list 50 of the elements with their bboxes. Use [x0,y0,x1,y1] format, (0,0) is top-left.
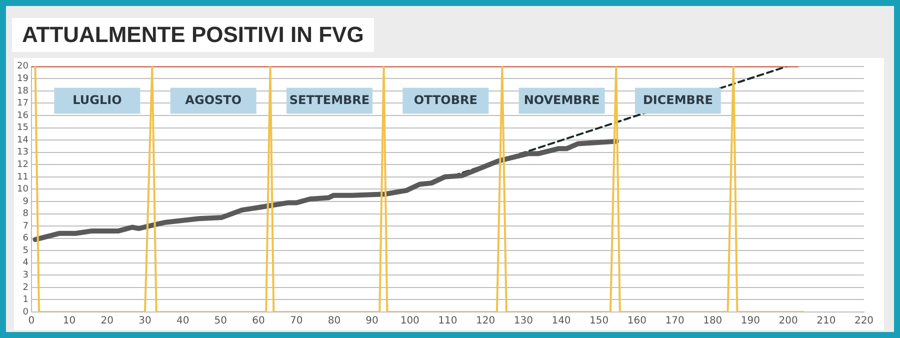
annotation: NOVEMBRE [524,92,600,107]
x-tick-label: 190 [740,316,760,327]
x-tick-label: 90 [366,316,378,327]
x-tick-label: 30 [138,316,152,327]
x-tick-label: 200 [778,316,798,327]
y-tick-label: 17 [17,98,28,109]
x-tick-label: 110 [438,316,458,327]
y-tick-label: 20 [17,62,29,72]
annotation: SETTEMBRE [289,92,370,107]
chart-title: ATTUALMENTE POSITIVI IN FVG [12,18,374,52]
annotation: AGOSTO [185,92,242,107]
y-tick-label: 12 [17,160,28,170]
y-tick-label: 1 [22,295,28,306]
y-tick-label: 6 [22,234,29,244]
x-tick-label: 140 [552,316,571,327]
y-tick-label: 9 [22,196,29,207]
x-tick-label: 100 [400,316,420,327]
x-tick-label: 180 [703,316,722,327]
x-tick-label: 130 [514,316,533,327]
x-tick-label: 120 [476,316,496,327]
y-tick-label: 16 [17,110,29,121]
y-tick-label: 13 [17,148,28,158]
y-tick-label: 15 [17,123,28,134]
x-tick-label: 160 [627,316,646,327]
annotation: LUGLIO [72,92,122,107]
y-tick-label: 3 [22,270,28,281]
x-tick-label: 20 [100,316,114,327]
annotation: OTTOBRE [414,92,478,107]
y-tick-label: 2 [22,282,28,293]
y-tick-label: 10 [17,184,29,195]
y-tick-label: 8 [22,209,29,220]
x-tick-label: 210 [816,316,836,327]
y-tick-label: 14 [17,135,29,146]
y-tick-label: 19 [17,74,29,84]
x-tick-label: 80 [328,316,341,327]
x-tick-label: 70 [290,316,303,327]
x-tick-label: 170 [665,316,684,327]
x-tick-label: 40 [176,316,190,327]
y-tick-label: 0 [22,307,29,318]
y-tick-label: 18 [17,86,29,96]
x-tick-label: 220 [854,316,874,327]
x-tick-label: 50 [214,316,228,327]
annotation: DICEMBRE [642,92,713,107]
y-tick-label: 11 [17,172,28,182]
x-tick-label: 10 [62,316,76,327]
x-tick-label: 60 [252,316,265,327]
x-tick-label: 150 [590,316,609,327]
y-tick-label: 7 [22,221,28,232]
y-tick-label: 5 [22,246,28,256]
y-tick-label: 4 [22,258,29,268]
